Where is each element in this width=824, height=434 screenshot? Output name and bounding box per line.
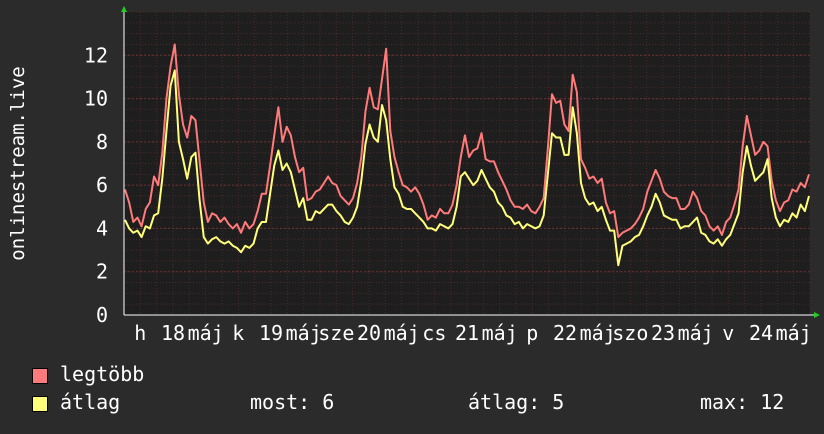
stat-avg: átlag: 5 xyxy=(468,390,565,414)
x-tick-label: 21 xyxy=(455,321,479,345)
x-tick-label: 22 xyxy=(553,321,577,345)
x-tick-label: szo xyxy=(612,321,648,345)
legend-avg-label: átlag xyxy=(60,390,121,414)
legend-max-swatch xyxy=(32,368,48,384)
x-tick-label: 18 xyxy=(161,321,185,345)
y-tick-label: 4 xyxy=(96,216,108,240)
series-line-max xyxy=(124,43,810,239)
y-tick-label: 12 xyxy=(84,43,108,67)
x-tick-label: h xyxy=(134,321,146,345)
stat-now: most: 6 xyxy=(250,390,335,414)
y-tick-label: 0 xyxy=(96,303,108,327)
x-tick-label: 19 xyxy=(259,321,283,345)
x-tick-label: máj xyxy=(384,321,420,345)
x-axis-arrow xyxy=(814,312,820,318)
x-tick-label: 20 xyxy=(357,321,381,345)
y-tick-label: 6 xyxy=(96,173,108,197)
x-tick-label: p xyxy=(526,321,538,345)
y-axis-arrow xyxy=(121,6,127,12)
x-tick-label: máj xyxy=(678,321,714,345)
x-tick-label: 23 xyxy=(651,321,675,345)
x-tick-label: máj xyxy=(482,321,518,345)
x-tick-label: cs xyxy=(422,321,446,345)
series-line-avg xyxy=(124,69,810,267)
x-tick-label: 24 xyxy=(749,321,773,345)
y-axis-label: onlinestream.live xyxy=(7,66,29,260)
legend-max-label: legtöbb xyxy=(60,362,145,386)
x-tick-label: máj xyxy=(286,321,322,345)
y-tick-label: 8 xyxy=(96,130,108,154)
x-tick-label: sze xyxy=(318,321,354,345)
x-tick-label: k xyxy=(232,321,244,345)
stat-max: max: 12 xyxy=(700,390,785,414)
y-tick-label: 2 xyxy=(96,260,108,284)
x-tick-label: máj xyxy=(776,321,812,345)
y-tick-label: 10 xyxy=(84,87,108,111)
x-tick-label: máj xyxy=(188,321,224,345)
x-tick-label: máj xyxy=(580,321,616,345)
legend-avg-swatch xyxy=(32,396,48,412)
x-tick-label: v xyxy=(722,321,734,345)
